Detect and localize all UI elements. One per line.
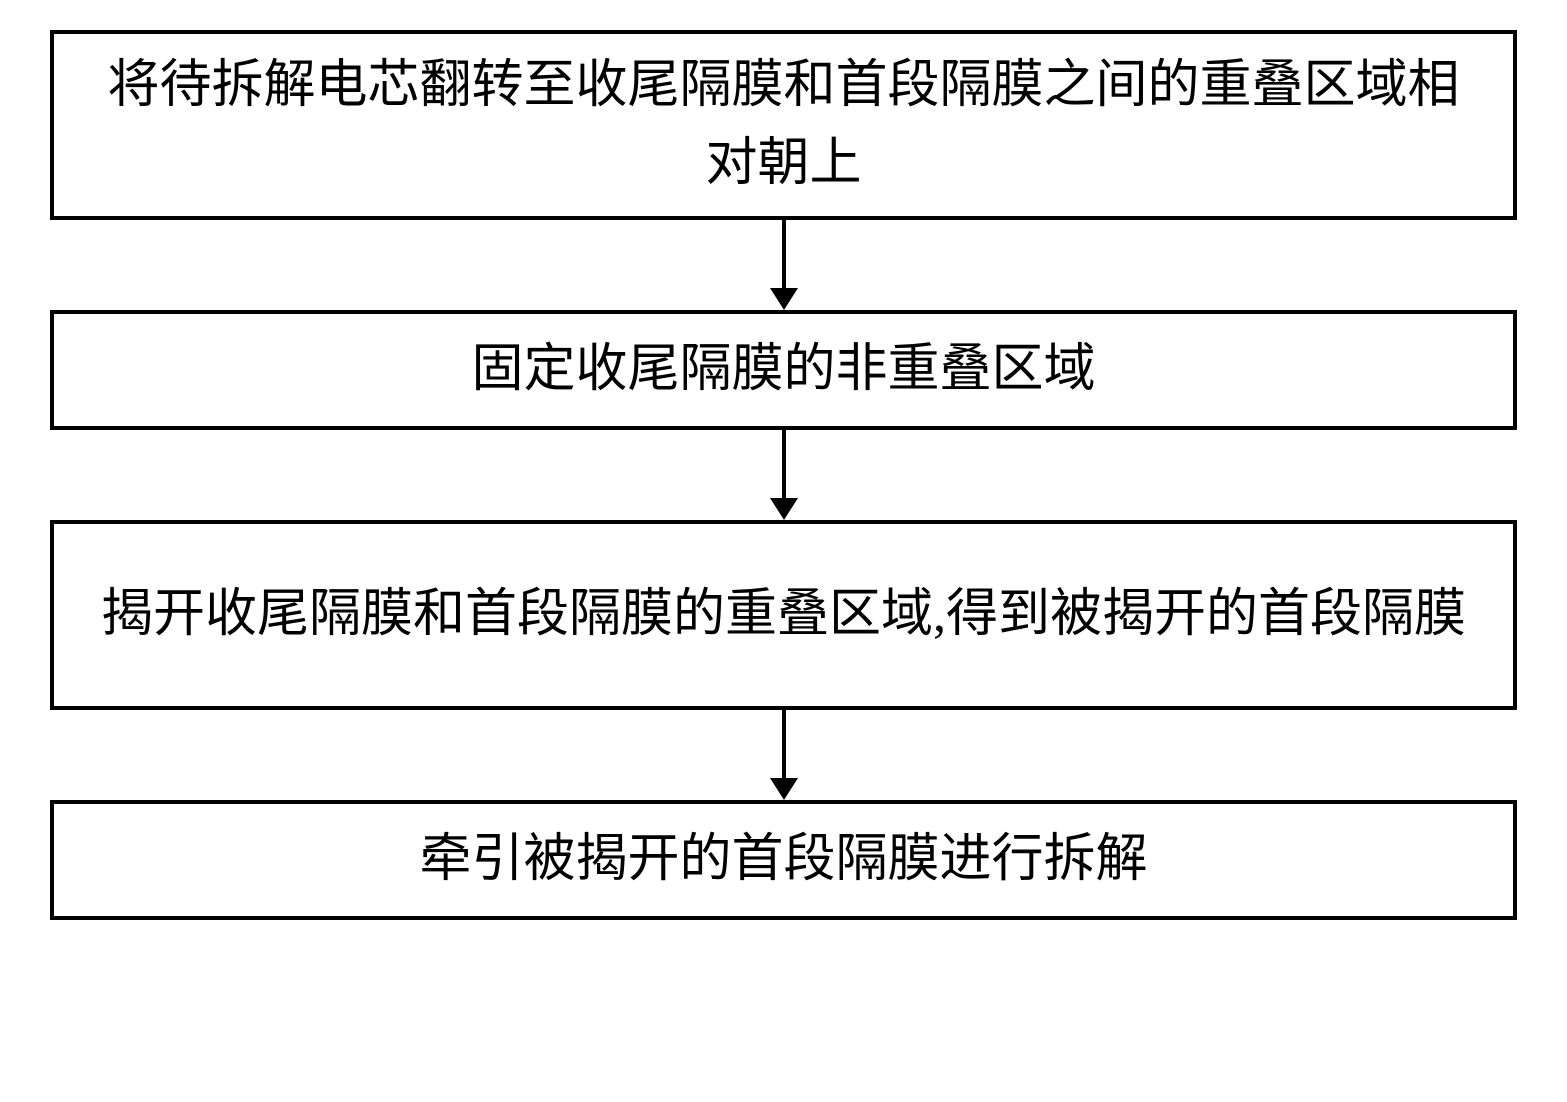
arrow-line-icon <box>782 430 786 498</box>
arrow-head-icon <box>770 778 798 800</box>
flowchart-node-step1: 将待拆解电芯翻转至收尾隔膜和首段隔膜之间的重叠区域相对朝上 <box>50 30 1517 220</box>
flowchart-arrow-1 <box>50 220 1517 310</box>
flowchart-arrow-3 <box>50 710 1517 800</box>
flowchart-node-step4: 牵引被揭开的首段隔膜进行拆解 <box>50 800 1517 920</box>
flowchart-arrow-2 <box>50 430 1517 520</box>
arrow-line-icon <box>782 220 786 288</box>
node-text: 牵引被揭开的首段隔膜进行拆解 <box>419 821 1147 899</box>
flowchart-container: 将待拆解电芯翻转至收尾隔膜和首段隔膜之间的重叠区域相对朝上 固定收尾隔膜的非重叠… <box>50 30 1517 920</box>
flowchart-node-step3: 揭开收尾隔膜和首段隔膜的重叠区域,得到被揭开的首段隔膜 <box>50 520 1517 710</box>
node-text: 揭开收尾隔膜和首段隔膜的重叠区域,得到被揭开的首段隔膜 <box>101 576 1466 654</box>
node-text: 固定收尾隔膜的非重叠区域 <box>471 331 1095 409</box>
arrow-head-icon <box>770 288 798 310</box>
flowchart-node-step2: 固定收尾隔膜的非重叠区域 <box>50 310 1517 430</box>
arrow-head-icon <box>770 498 798 520</box>
arrow-line-icon <box>782 710 786 778</box>
node-text: 将待拆解电芯翻转至收尾隔膜和首段隔膜之间的重叠区域相对朝上 <box>94 47 1473 203</box>
